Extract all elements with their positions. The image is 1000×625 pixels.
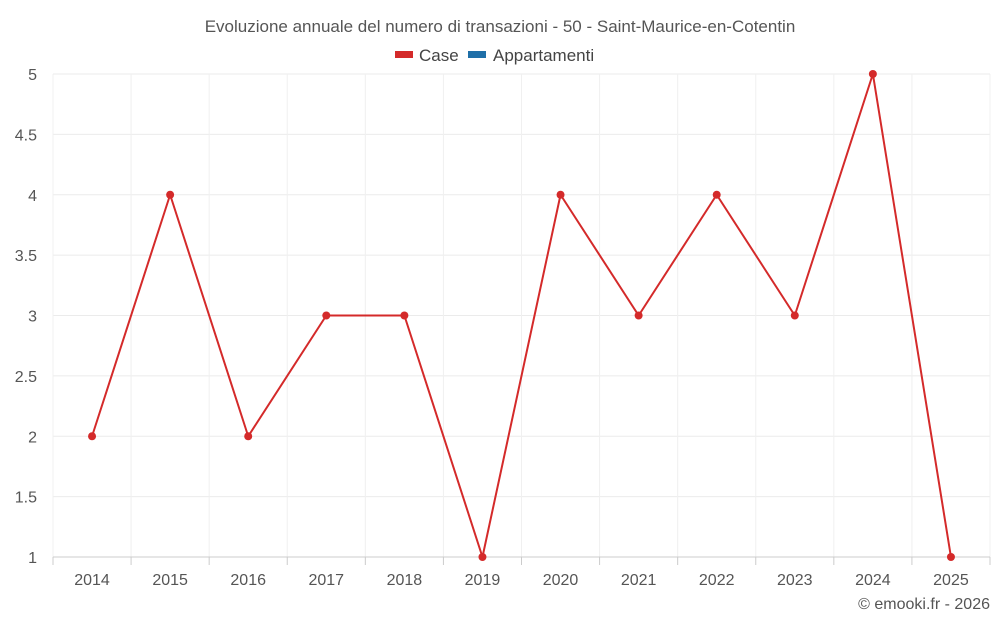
legend-swatch-case <box>395 51 413 58</box>
x-tick-label: 2017 <box>308 572 344 589</box>
y-tick-label: 1 <box>28 550 37 567</box>
legend-swatch-appartamenti <box>468 51 486 58</box>
x-tick-label: 2016 <box>230 572 266 589</box>
x-tick-label: 2014 <box>74 572 110 589</box>
legend: Case Appartamenti <box>395 46 594 65</box>
data-point-case-2023[interactable] <box>790 311 799 320</box>
y-axis-tick-labels: 1 1.5 2 2.5 3 3.5 4 4.5 5 <box>15 67 37 567</box>
data-point-case-2018[interactable] <box>400 311 409 320</box>
data-point-case-2019[interactable] <box>478 553 487 561</box>
y-tick-label: 1.5 <box>15 490 37 507</box>
x-tick-label: 2025 <box>933 572 969 589</box>
y-tick-label: 5 <box>28 67 37 84</box>
y-tick-label: 2.5 <box>15 369 37 386</box>
legend-label-appartamenti: Appartamenti <box>493 46 594 65</box>
x-axis-tick-labels: 2014 2015 2016 2017 2018 2019 2020 2021 2022 2023… <box>74 572 969 589</box>
data-point-case-2017[interactable] <box>322 311 331 320</box>
y-tick-label: 4.5 <box>15 127 37 144</box>
x-tick-label: 2020 <box>543 572 579 589</box>
data-point-case-2015[interactable] <box>166 190 175 199</box>
series-line-case <box>91 73 952 558</box>
data-point-case-2022[interactable] <box>712 190 721 199</box>
legend-label-case: Case <box>419 46 459 65</box>
y-tick-label: 3 <box>28 309 37 326</box>
y-tick-label: 2 <box>28 429 37 446</box>
data-point-case-2021[interactable] <box>634 311 643 320</box>
x-tick-label: 2018 <box>387 572 423 589</box>
credit-text: © emooki.fr - 2026 <box>858 596 990 613</box>
data-point-case-2025[interactable] <box>946 553 955 561</box>
axes <box>52 556 991 565</box>
x-tick-label: 2015 <box>152 572 188 589</box>
x-tick-label: 2023 <box>777 572 813 589</box>
legend-item-appartamenti[interactable]: Appartamenti <box>468 46 594 65</box>
data-point-case-2020[interactable] <box>556 190 565 199</box>
chart-title: Evoluzione annuale del numero di transaz… <box>205 17 796 36</box>
x-tick-label: 2021 <box>621 572 657 589</box>
x-tick-label: 2022 <box>699 572 735 589</box>
legend-item-case[interactable]: Case <box>395 46 459 65</box>
series-layer <box>88 70 955 561</box>
x-tick-label: 2024 <box>855 572 891 589</box>
x-tick-label: 2019 <box>465 572 501 589</box>
y-tick-label: 3.5 <box>15 248 37 265</box>
y-tick-label: 4 <box>28 188 37 205</box>
data-point-case-2016[interactable] <box>244 432 253 441</box>
data-point-case-2014[interactable] <box>88 432 97 441</box>
data-point-case-2024[interactable] <box>868 70 877 78</box>
